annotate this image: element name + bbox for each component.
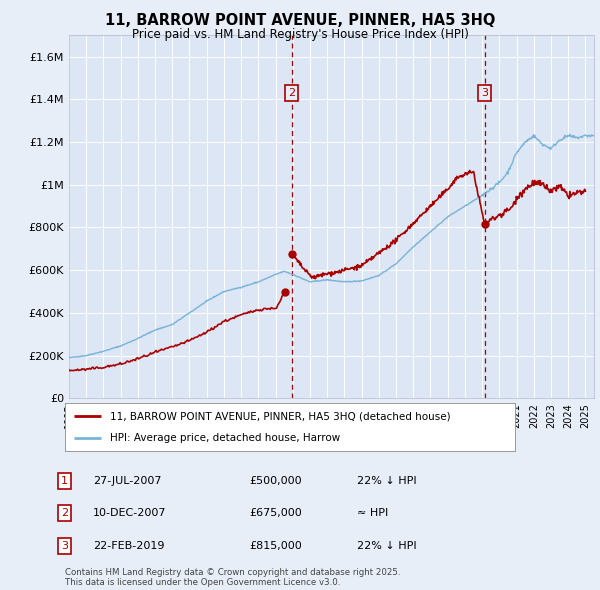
Text: HPI: Average price, detached house, Harrow: HPI: Average price, detached house, Harr… (110, 433, 340, 443)
Text: 2: 2 (288, 88, 295, 98)
Text: 3: 3 (61, 541, 68, 550)
Text: £675,000: £675,000 (249, 509, 302, 518)
Text: 22% ↓ HPI: 22% ↓ HPI (357, 541, 416, 550)
Text: ≈ HPI: ≈ HPI (357, 509, 388, 518)
Text: 27-JUL-2007: 27-JUL-2007 (93, 476, 161, 486)
Text: 2: 2 (61, 509, 68, 518)
Text: 10-DEC-2007: 10-DEC-2007 (93, 509, 167, 518)
Text: 22% ↓ HPI: 22% ↓ HPI (357, 476, 416, 486)
Text: 1: 1 (61, 476, 68, 486)
Text: 3: 3 (481, 88, 488, 98)
Text: Price paid vs. HM Land Registry's House Price Index (HPI): Price paid vs. HM Land Registry's House … (131, 28, 469, 41)
Text: 22-FEB-2019: 22-FEB-2019 (93, 541, 164, 550)
Text: £500,000: £500,000 (249, 476, 302, 486)
Text: £815,000: £815,000 (249, 541, 302, 550)
Text: Contains HM Land Registry data © Crown copyright and database right 2025.
This d: Contains HM Land Registry data © Crown c… (65, 568, 400, 587)
Text: 11, BARROW POINT AVENUE, PINNER, HA5 3HQ: 11, BARROW POINT AVENUE, PINNER, HA5 3HQ (105, 13, 495, 28)
Text: 11, BARROW POINT AVENUE, PINNER, HA5 3HQ (detached house): 11, BARROW POINT AVENUE, PINNER, HA5 3HQ… (110, 411, 451, 421)
